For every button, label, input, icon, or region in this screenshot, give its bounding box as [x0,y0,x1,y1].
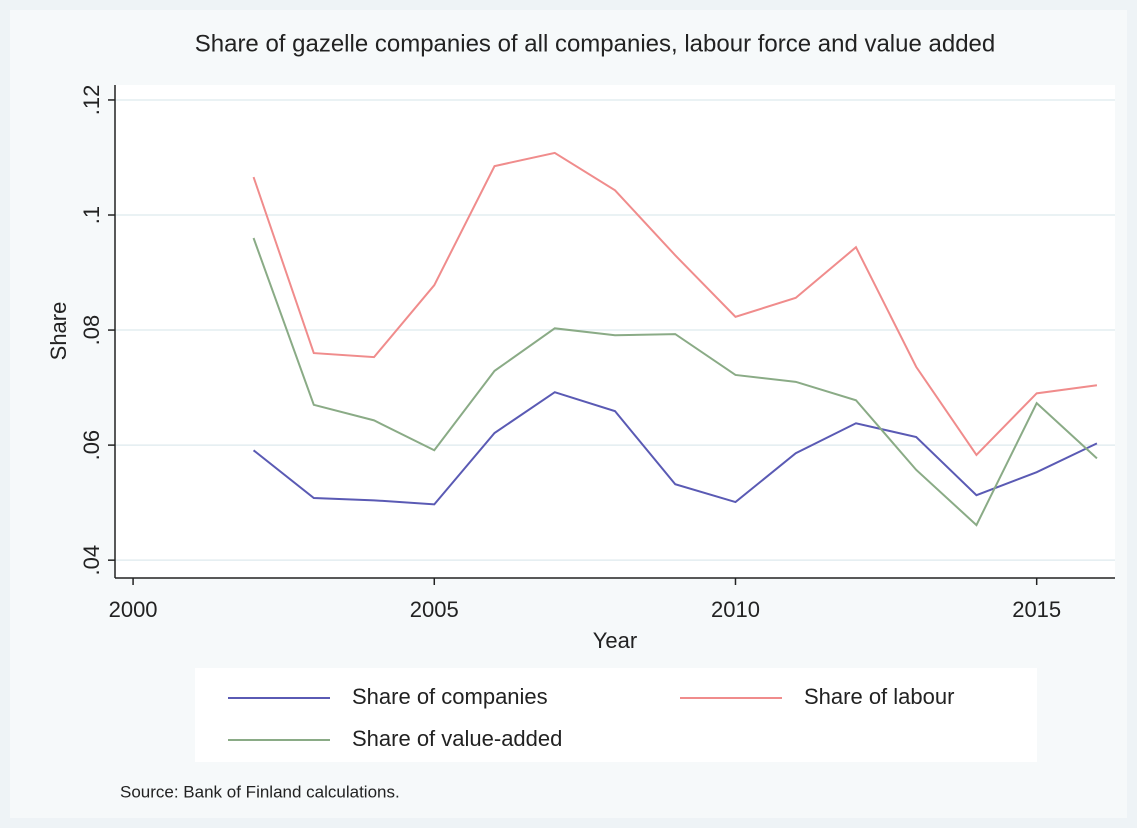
series-line [252,237,1098,527]
legend-label: Share of companies [352,684,548,709]
y-tick-label: .06 [79,430,104,461]
x-tick-label: 2015 [1012,597,1061,622]
series-line [252,151,1098,457]
chart-title: Share of gazelle companies of all compan… [195,30,996,57]
y-axis-label: Share [46,302,71,361]
y-tick-label: .1 [79,206,104,224]
y-tick-label: .04 [79,545,104,576]
plot-region [115,85,1115,578]
x-tick-label: 2000 [109,597,158,622]
legend-box [195,668,1037,762]
series-line [252,391,1098,506]
y-tick-label: .08 [79,315,104,346]
legend-label: Share of value-added [352,726,562,751]
x-tick-label: 2005 [410,597,459,622]
legend-label: Share of labour [804,684,954,709]
y-tick-label: .12 [79,85,104,116]
note: Source: Bank of Finland calculations. [120,782,400,801]
x-axis-label: Year [593,628,637,653]
x-tick-label: 2010 [711,597,760,622]
